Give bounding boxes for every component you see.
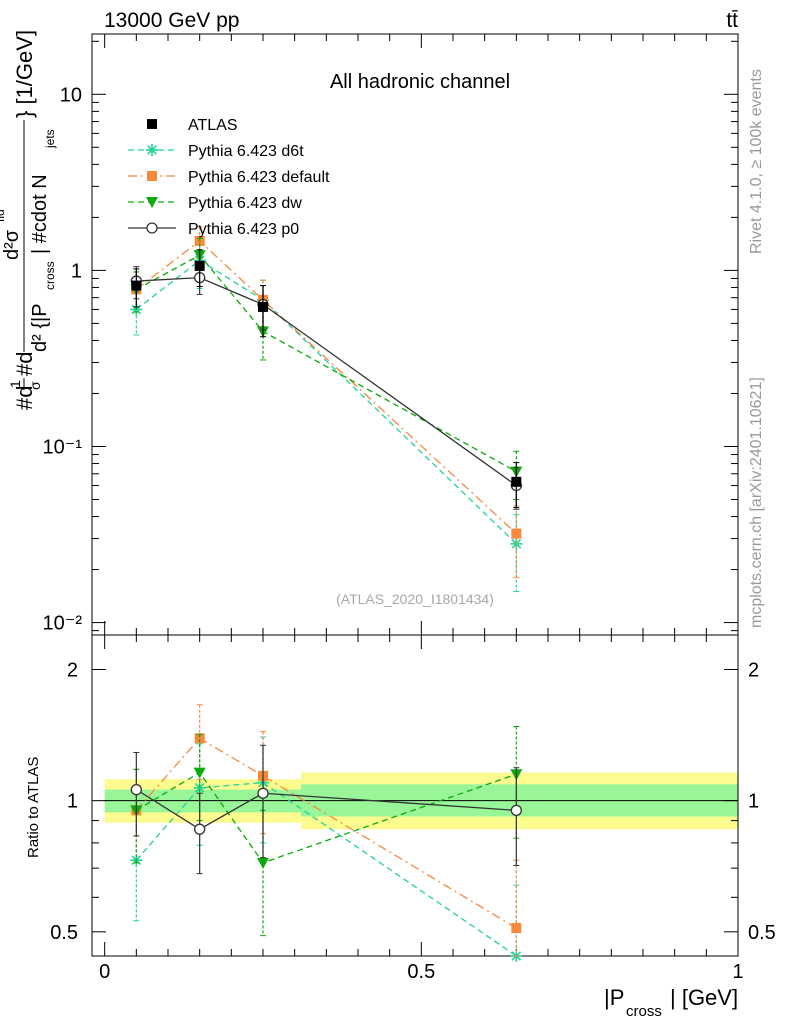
ratio-pythia-6-423-default-line: [135, 737, 517, 929]
ratio-y-tick-label-right: 1: [748, 791, 759, 813]
xlabel-main: |P: [604, 985, 624, 1010]
ratio-pythia-6-423-d6t-point-ray: [194, 783, 205, 793]
series-atlas-point: [511, 476, 522, 487]
legend-entry-pythia-6-423-p0-label: Pythia 6.423 p0: [188, 221, 299, 238]
main-y-tick-label: 10⁻¹: [43, 436, 83, 458]
ratio-pythia-6-423-default-point-shape: [511, 923, 522, 934]
ratio-pythia-6-423-p0-point-shape: [257, 787, 269, 799]
legend-entry-pythia-6-423-p0-marker: [146, 222, 158, 234]
analysis-watermark: (ATLAS_2020_I1801434): [336, 591, 494, 607]
ylabel-frac-num: 1: [7, 380, 23, 388]
series-atlas-point-shape: [131, 280, 142, 291]
ratio-pythia-6-423-dw-point: [257, 857, 269, 869]
main-series-layer: [130, 226, 523, 593]
legend-entry-pythia-6-423-d6t: Pythia 6.423 d6t: [128, 143, 304, 160]
ratio-pythia-6-423-p0-point: [194, 823, 206, 835]
x-tick-label: 0.5: [407, 961, 435, 983]
mcplots-label: mcplots.cern.ch [arXiv:2401.10621]: [748, 377, 765, 628]
x-tick-label: 0: [99, 961, 110, 983]
legend-entry-pythia-6-423-d6t-label: Pythia 6.423 d6t: [188, 143, 304, 160]
legend-entry-pythia-6-423-d6t-marker: [146, 144, 158, 156]
ratio-series-layer: [130, 704, 523, 962]
ratio-pythia-6-423-p0-point-shape: [194, 823, 206, 835]
series-atlas-point-shape: [194, 260, 205, 271]
energy-label: 13000 GeV pp: [104, 9, 239, 32]
legend-entry-pythia-6-423-d6t-marker-ray: [147, 145, 157, 155]
legend-entry-pythia-6-423-default: Pythia 6.423 default: [128, 169, 330, 186]
series-pythia-6-423-default-point-shape: [511, 528, 522, 539]
ratio-pythia-6-423-p0: [130, 744, 522, 875]
xlabel-tail: | [GeV]: [670, 985, 738, 1010]
ratio-y-axis-label: Ratio to ATLAS: [25, 757, 42, 858]
ratio-y-tick-label-right: 2: [748, 659, 759, 681]
legend-entry-pythia-6-423-dw: Pythia 6.423 dw: [128, 195, 302, 212]
x-axis-label: |P cross | [GeV]: [604, 985, 738, 1020]
series-atlas-point: [194, 260, 205, 271]
x-tick-label: 1: [732, 961, 743, 983]
ratio-pythia-6-423-default-point: [194, 733, 205, 744]
plot-title: All hadronic channel: [330, 71, 510, 93]
legend-entry-atlas-label: ATLAS: [188, 117, 238, 134]
main-y-tick-label: 10⁻²: [43, 613, 83, 635]
ratio-pythia-6-423-dw-point-shape: [193, 767, 206, 779]
ylabel-tail: } [1/GeV]: [12, 30, 37, 118]
series-pythia-6-423-default-line: [135, 240, 517, 535]
legend-entry-atlas: ATLAS: [147, 117, 238, 134]
legend-entry-atlas-marker: [147, 119, 157, 129]
ylabel-inner-den-rest: | #cdot N: [29, 174, 51, 254]
series-pythia-6-423-dw-line: [136, 254, 517, 473]
main-y-tick-label: 1: [71, 260, 82, 282]
rivet-version-label: Rivet 4.1.0, ≥ 100k events: [748, 69, 765, 254]
ylabel-main2: #d: [12, 352, 37, 376]
ratio-pythia-6-423-default-point: [511, 923, 522, 934]
legend: ATLAS Pythia 6.423 d6t Pythia 6.423 defaul…: [128, 117, 330, 238]
legend-entry-atlas-marker-shape: [147, 119, 157, 129]
series-atlas-point-shape: [511, 476, 522, 487]
ratio-pythia-6-423-default-point-shape: [194, 733, 205, 744]
legend-entry-pythia-6-423-default-marker: [147, 171, 157, 181]
ylabel-frac-den: σ: [27, 381, 43, 390]
ratio-plot-frame: [91, 634, 739, 957]
ratio-pythia-6-423-dw-point: [193, 767, 206, 779]
legend-entry-pythia-6-423-dw-marker: [146, 197, 158, 208]
series-atlas-point-shape: [258, 301, 268, 312]
series-pythia-6-423-default-point: [511, 528, 522, 539]
legend-entry-pythia-6-423-p0-marker-shape: [146, 222, 158, 234]
legend-entry-pythia-6-423-default-marker-shape: [147, 171, 157, 181]
ratio-pythia-6-423-p0-point-shape: [510, 804, 522, 817]
ratio-pythia-6-423-p0-point-shape: [130, 783, 142, 796]
series-atlas-point: [131, 280, 142, 291]
ratio-pythia-6-423-p0-point: [257, 787, 269, 799]
ylabel-inner-den-sub: cross: [43, 261, 57, 290]
main-y-axis-label: #d 1 σ #d d²σ fid d² {|P cross | #cdot N…: [0, 30, 57, 410]
legend-entry-pythia-6-423-dw-label: Pythia 6.423 dw: [188, 195, 302, 212]
ylabel-inner-num-sup: fid: [0, 209, 7, 222]
ratio-y-tick-label: 2: [67, 659, 78, 681]
series-atlas-point: [258, 301, 268, 312]
ylabel-inner-den-sub2: jets: [43, 129, 57, 149]
legend-entry-pythia-6-423-default-label: Pythia 6.423 default: [188, 169, 330, 186]
xlabel-sub: cross: [626, 1003, 662, 1020]
ratio-pythia-6-423-dw-point-shape: [257, 857, 269, 869]
process-label: tt̄: [726, 9, 738, 32]
ratio-pythia-6-423-p0-point: [130, 783, 142, 796]
series-pythia-6-423-d6t-line: [135, 259, 517, 545]
series-atlas: [131, 249, 522, 509]
ylabel-inner-num: d²σ: [1, 229, 23, 260]
ylabel-inner-den: d² {|P: [29, 303, 51, 352]
series-pythia-6-423-p0-line: [136, 276, 517, 487]
legend-entry-pythia-6-423-p0: Pythia 6.423 p0: [128, 221, 299, 238]
ratio-pythia-6-423-p0-point: [510, 804, 522, 817]
legend-entry-pythia-6-423-dw-marker-shape: [146, 197, 158, 208]
ratio-pythia-6-423-p0-line: [135, 789, 517, 830]
ratio-y-tick-label: 0.5: [50, 922, 78, 944]
ratio-y-tick-label: 1: [67, 791, 78, 813]
ratio-y-tick-label-right: 0.5: [748, 922, 776, 944]
ratio-pythia-6-423-d6t-line: [135, 781, 517, 957]
main-y-tick-label: 10: [60, 84, 82, 106]
